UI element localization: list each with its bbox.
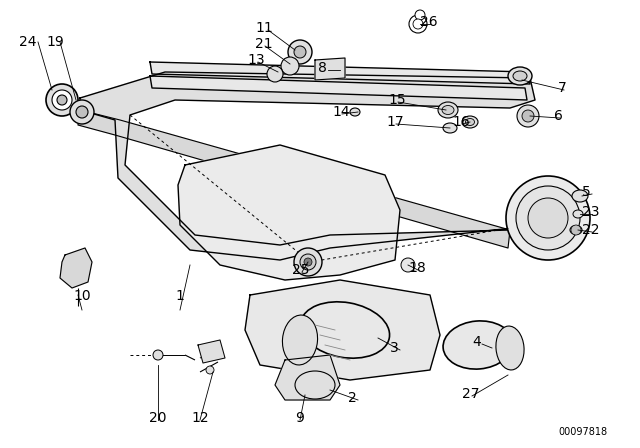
Ellipse shape [282, 315, 317, 365]
Ellipse shape [570, 225, 582, 234]
Ellipse shape [442, 105, 454, 115]
Circle shape [76, 106, 88, 118]
Text: 2: 2 [348, 391, 356, 405]
Circle shape [294, 248, 322, 276]
Polygon shape [315, 58, 345, 80]
Ellipse shape [443, 123, 457, 133]
Circle shape [206, 366, 214, 374]
Polygon shape [245, 280, 440, 380]
Circle shape [415, 10, 425, 20]
Circle shape [300, 254, 316, 270]
Circle shape [294, 46, 306, 58]
Text: 22: 22 [582, 223, 600, 237]
Circle shape [52, 90, 72, 110]
Text: 26: 26 [420, 15, 438, 29]
Polygon shape [150, 62, 530, 84]
Polygon shape [198, 340, 225, 363]
Text: 25: 25 [292, 263, 310, 277]
Ellipse shape [443, 321, 513, 369]
Circle shape [528, 198, 568, 238]
Text: 00097818: 00097818 [558, 427, 607, 437]
Ellipse shape [573, 210, 583, 218]
Ellipse shape [572, 190, 588, 202]
Text: 3: 3 [390, 341, 399, 355]
Ellipse shape [300, 302, 390, 358]
Circle shape [46, 84, 78, 116]
Text: 11: 11 [255, 21, 273, 35]
Circle shape [571, 225, 581, 235]
Ellipse shape [496, 326, 524, 370]
Circle shape [281, 57, 299, 75]
Ellipse shape [295, 371, 335, 399]
Circle shape [267, 66, 283, 82]
Circle shape [506, 176, 590, 260]
Text: 21: 21 [255, 37, 273, 51]
Text: 10: 10 [73, 289, 91, 303]
Text: 16: 16 [452, 115, 470, 129]
Text: 8: 8 [318, 61, 327, 75]
Circle shape [153, 350, 163, 360]
Text: 7: 7 [558, 81, 567, 95]
Circle shape [409, 15, 427, 33]
Text: 1: 1 [175, 289, 184, 303]
Polygon shape [60, 248, 92, 288]
Circle shape [57, 95, 67, 105]
Polygon shape [275, 355, 340, 400]
Circle shape [516, 186, 580, 250]
Text: 5: 5 [582, 185, 591, 199]
Ellipse shape [438, 102, 458, 118]
Circle shape [401, 258, 415, 272]
Ellipse shape [508, 67, 532, 85]
Ellipse shape [462, 116, 478, 128]
Polygon shape [80, 72, 540, 260]
Text: 24: 24 [19, 35, 36, 49]
Ellipse shape [465, 119, 474, 125]
Circle shape [70, 100, 94, 124]
Polygon shape [150, 76, 527, 100]
Circle shape [517, 105, 539, 127]
Text: 14: 14 [332, 105, 349, 119]
Text: 4: 4 [472, 335, 481, 349]
Polygon shape [78, 110, 510, 248]
Text: 20: 20 [149, 411, 167, 425]
Text: 18: 18 [408, 261, 426, 275]
Circle shape [522, 110, 534, 122]
Ellipse shape [350, 108, 360, 116]
Text: 17: 17 [386, 115, 404, 129]
Text: 6: 6 [554, 109, 563, 123]
Ellipse shape [513, 71, 527, 81]
Text: 9: 9 [296, 411, 305, 425]
Text: 13: 13 [247, 53, 264, 67]
Text: 27: 27 [462, 387, 479, 401]
Polygon shape [178, 145, 400, 280]
Circle shape [288, 40, 312, 64]
Text: 19: 19 [46, 35, 64, 49]
Text: 12: 12 [191, 411, 209, 425]
Circle shape [413, 19, 423, 29]
Text: 15: 15 [388, 93, 406, 107]
Circle shape [304, 258, 312, 266]
Text: 23: 23 [582, 205, 600, 219]
